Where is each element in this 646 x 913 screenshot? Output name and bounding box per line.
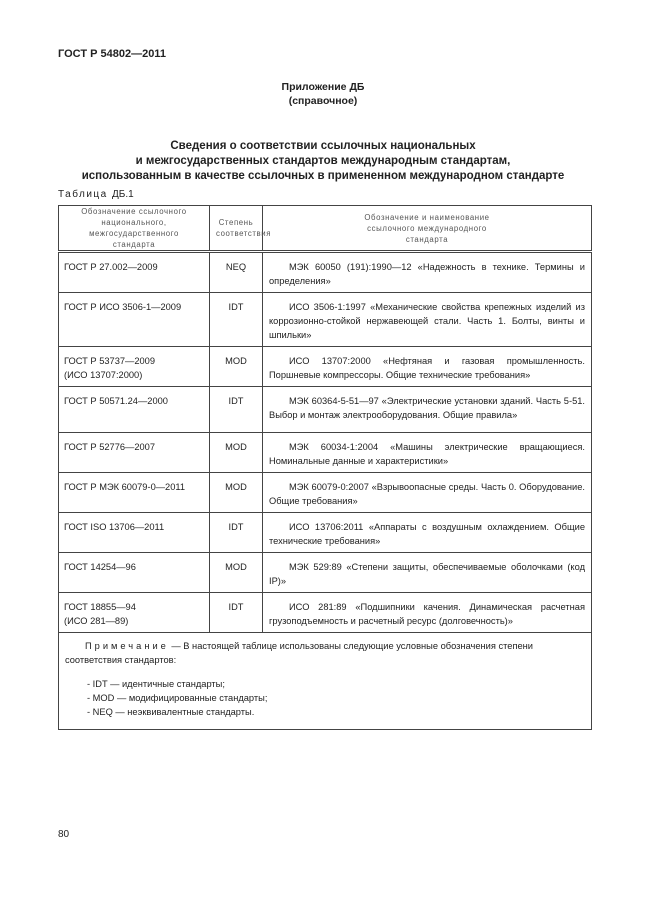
national-standard-cell: ГОСТ Р 52776—2007 — [58, 432, 210, 473]
international-standard-cell: МЭК 60079-0:2007 «Взрывоопасные среды. Ч… — [262, 472, 592, 513]
note-text: — В настоящей таблице использованы следу… — [65, 641, 533, 665]
note-item: - IDT — идентичные стандарты; — [87, 679, 225, 689]
international-standard-cell: ИСО 13706:2011 «Аппараты с воздушным охл… — [262, 512, 592, 553]
national-standard-cell: ГОСТ Р МЭК 60079-0—2011 — [58, 472, 210, 513]
table-label-number: ДБ.1 — [112, 189, 134, 200]
degree-cell: IDT — [209, 386, 263, 433]
national-standard-cell: ГОСТ Р ИСО 3506-1—2009 — [58, 292, 210, 347]
table-header-row: Обозначение ссылочного национального, ме… — [58, 205, 592, 253]
national-standard-cell: ГОСТ 18855—94 (ИСО 281—89) — [58, 592, 210, 633]
note-item: - NEQ — неэквивалентные стандарты. — [87, 707, 255, 717]
page-number: 80 — [58, 829, 70, 840]
table-row: ГОСТ Р 52776—2007 MOD МЭК 60034-1:2004 «Ма… — [58, 432, 592, 473]
table-row: ГОСТ Р МЭК 60079-0—2011 MOD МЭК 60079-0:20… — [58, 472, 592, 513]
table-note: Примечание — В настоящей таблице использ… — [58, 632, 592, 730]
degree-cell: MOD — [209, 472, 263, 513]
degree-cell: IDT — [209, 512, 263, 553]
section-title-line: Сведения о соответствии ссылочных национ… — [170, 140, 476, 152]
national-standard-cell: ГОСТ Р 27.002—2009 — [58, 251, 210, 293]
international-standard-cell: ИСО 3506-1:1997 «Механические свойства к… — [262, 292, 592, 347]
national-standard-cell: ГОСТ Р 53737—2009 (ИСО 13707:2000) — [58, 346, 210, 387]
appendix-subtitle: (справочное) — [288, 95, 358, 107]
section-title-line: использованным в качестве ссылочных в пр… — [81, 170, 565, 182]
table-row: ГОСТ 18855—94 (ИСО 281—89) IDT ИСО 281:89 … — [58, 592, 592, 633]
degree-cell: IDT — [209, 292, 263, 347]
degree-cell: MOD — [209, 346, 263, 387]
international-standard-cell: ИСО 13707:2000 «Нефтяная и газовая промы… — [262, 346, 592, 387]
note-label: Примечание — [85, 641, 169, 651]
section-title-line: и межгосударственных стандартов междунар… — [135, 155, 511, 167]
table-row: ГОСТ Р 53737—2009 (ИСО 13707:2000) MOD ИСО… — [58, 346, 592, 387]
note-item: - MOD — модифицированные стандарты; — [87, 693, 268, 703]
international-standard-cell: МЭК 60364-5-51—97 «Электрические установ… — [262, 386, 592, 433]
international-standard-cell: МЭК 529:89 «Степени защиты, обеспечиваем… — [262, 552, 592, 593]
correspondence-table: Обозначение ссылочного национального, ме… — [58, 205, 592, 730]
table-row: ГОСТ Р ИСО 3506-1—2009 IDT ИСО 3506-1:1997… — [58, 292, 592, 347]
degree-cell: NEQ — [209, 251, 263, 293]
appendix-heading: Приложение ДБ (справочное) — [0, 80, 646, 108]
table-row: ГОСТ ISO 13706—2011 IDT ИСО 13706:2011 «Ап… — [58, 512, 592, 553]
international-standard-cell: ИСО 281:89 «Подшипники качения. Динамиче… — [262, 592, 592, 633]
national-standard-cell: ГОСТ Р 50571.24—2000 — [58, 386, 210, 433]
national-standard-cell: ГОСТ 14254—96 — [58, 552, 210, 593]
table-row: ГОСТ Р 50571.24—2000 IDT МЭК 60364-5-51—97… — [58, 386, 592, 433]
international-standard-cell: МЭК 60034-1:2004 «Машины электрические в… — [262, 432, 592, 473]
national-standard-cell: ГОСТ ISO 13706—2011 — [58, 512, 210, 553]
document-id: ГОСТ Р 54802—2011 — [58, 48, 166, 60]
section-title: Сведения о соответствии ссылочных национ… — [0, 139, 646, 184]
international-standard-cell: МЭК 60050 (191):1990—12 «Надежность в те… — [262, 251, 592, 293]
degree-cell: IDT — [209, 592, 263, 633]
degree-cell: MOD — [209, 552, 263, 593]
table-row: ГОСТ Р 27.002—2009 NEQ МЭК 60050 (191):199… — [58, 251, 592, 293]
table-label-word: Таблица — [58, 189, 108, 200]
table-label: Таблица ДБ.1 — [58, 189, 134, 200]
degree-cell: MOD — [209, 432, 263, 473]
table-note-row: Примечание — В настоящей таблице использ… — [58, 632, 592, 730]
column-header: Обозначение и наименование ссылочного ме… — [262, 205, 592, 253]
column-header: Обозначение ссылочного национального, ме… — [58, 205, 210, 253]
column-header: Степень соответствия — [209, 205, 270, 253]
table-row: ГОСТ 14254—96 MOD МЭК 529:89 «Степени защи… — [58, 552, 592, 593]
appendix-title: Приложение ДБ — [281, 81, 365, 93]
